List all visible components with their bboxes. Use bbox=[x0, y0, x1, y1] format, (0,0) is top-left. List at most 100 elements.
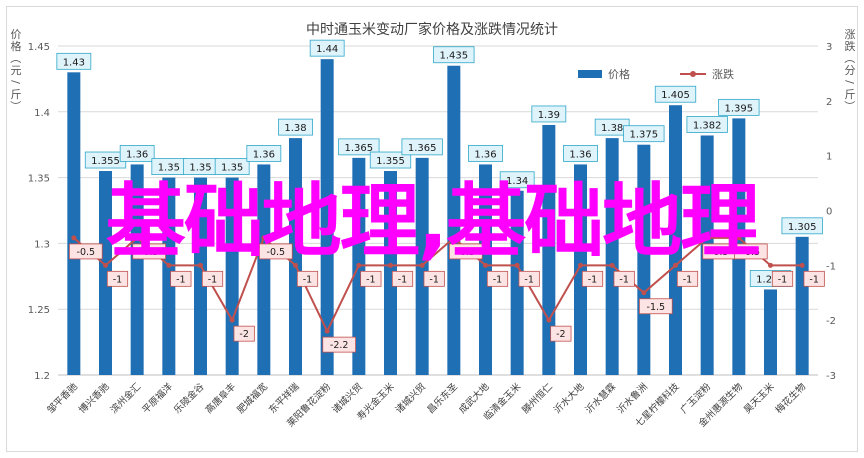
line-point bbox=[514, 262, 520, 268]
bar-data-label: 1.35 bbox=[158, 163, 180, 174]
bar-data-label-box bbox=[623, 125, 665, 143]
y-axis-title-right: 斤 bbox=[845, 88, 856, 101]
line-point bbox=[293, 262, 298, 268]
line-point bbox=[673, 262, 678, 268]
line-data-label: -2.2 bbox=[330, 340, 349, 351]
y-axis-title-left: 格 bbox=[11, 39, 22, 53]
line-data-label-box bbox=[170, 270, 192, 287]
x-tick-label: 平原福洋 bbox=[140, 380, 176, 416]
line-point bbox=[229, 317, 235, 323]
x-tick-label: 高唐阜丰 bbox=[203, 381, 238, 416]
bar-data-label-box bbox=[499, 171, 535, 189]
bar bbox=[289, 138, 302, 375]
bar-data-label-box bbox=[338, 138, 380, 156]
y-tick-right: 0 bbox=[826, 207, 832, 218]
line-data-label: -0.5 bbox=[710, 247, 729, 258]
line-data-label-box bbox=[296, 270, 319, 287]
y-tick-left: 1.2 bbox=[34, 371, 50, 382]
x-tick-label: 邹平香驰 bbox=[45, 380, 81, 416]
line-data-label-box bbox=[676, 270, 699, 287]
line-point bbox=[641, 290, 647, 296]
line-data-label: -1 bbox=[809, 274, 818, 285]
bar bbox=[795, 236, 809, 375]
bar-data-label-box bbox=[119, 145, 155, 162]
bar-data-label-box bbox=[718, 98, 760, 116]
line-data-label-box bbox=[550, 325, 572, 342]
bar-data-label: 1.435 bbox=[440, 51, 469, 62]
line-point bbox=[419, 262, 425, 268]
bar bbox=[574, 164, 587, 375]
legend-swatch-bar bbox=[578, 70, 602, 78]
bar-data-label: 1.395 bbox=[725, 103, 754, 114]
line-data-label: -0.5 bbox=[140, 247, 159, 258]
line-point bbox=[166, 262, 172, 268]
bar-data-label: 1.355 bbox=[91, 156, 120, 167]
bar-data-label: 1.382 bbox=[693, 120, 722, 131]
line-point bbox=[768, 262, 773, 268]
y-tick-right: 3 bbox=[826, 42, 832, 53]
line-point bbox=[356, 262, 362, 268]
bar-data-label: 1.36 bbox=[474, 149, 496, 160]
y-axis-title-left: 价 bbox=[11, 28, 22, 41]
line-point bbox=[103, 262, 108, 268]
line-data-label-box bbox=[803, 270, 825, 287]
bar-data-label-box bbox=[686, 116, 728, 133]
line-data-label: -1 bbox=[493, 274, 502, 285]
x-tick-label: 滨州金汇 bbox=[108, 380, 144, 416]
line-data-label: -1 bbox=[366, 274, 375, 285]
x-tick-label: 沂水大地 bbox=[551, 380, 587, 416]
x-tick-label: 诸城兴贸 bbox=[393, 381, 428, 416]
line-data-label-box bbox=[734, 243, 768, 260]
bar-data-label-box bbox=[468, 145, 503, 162]
bar bbox=[225, 177, 239, 375]
bar-data-label: 1.36 bbox=[253, 149, 275, 160]
bar bbox=[130, 164, 144, 375]
bar bbox=[764, 289, 777, 375]
bar bbox=[162, 177, 176, 375]
line-data-label: -0.5 bbox=[267, 247, 286, 258]
bar bbox=[99, 171, 112, 375]
bar bbox=[320, 59, 334, 375]
line-point bbox=[324, 328, 330, 334]
line-data-label: -1 bbox=[303, 274, 312, 285]
bar-data-label: 1.265 bbox=[756, 274, 785, 285]
bar bbox=[257, 164, 271, 375]
y-tick-left: 1.25 bbox=[28, 305, 50, 316]
line-data-label: -1 bbox=[176, 274, 185, 285]
line-data-label-box bbox=[518, 270, 540, 287]
y-axis-title-right: 分 bbox=[845, 64, 856, 77]
bar-data-label: 1.365 bbox=[345, 143, 374, 154]
bar-data-label: 1.38 bbox=[601, 123, 623, 134]
bar-data-label-box bbox=[654, 85, 697, 103]
bar-data-label-box bbox=[246, 145, 282, 162]
legend-swatch-marker bbox=[690, 71, 696, 77]
line-point bbox=[451, 235, 457, 241]
line-point bbox=[71, 235, 77, 241]
line-point bbox=[388, 262, 393, 268]
bar-data-label: 1.38 bbox=[284, 123, 306, 134]
y-tick-left: 1.4 bbox=[34, 108, 50, 119]
bar bbox=[669, 105, 682, 375]
line-data-label: -1 bbox=[524, 274, 533, 285]
bar-data-label: 1.43 bbox=[63, 57, 85, 68]
line-data-label: -1 bbox=[113, 274, 122, 285]
line-data-label: -0.5 bbox=[457, 247, 476, 258]
bar bbox=[194, 177, 207, 375]
line-data-label-box bbox=[613, 270, 635, 287]
line-data-label: -1 bbox=[398, 274, 407, 285]
line-data-label-box bbox=[486, 270, 509, 287]
line-point bbox=[134, 235, 140, 241]
line-data-label-box bbox=[106, 270, 129, 287]
line-data-label-box bbox=[69, 243, 103, 260]
legend-label: 价格 bbox=[608, 67, 630, 81]
legend-label: 涨跌 bbox=[712, 67, 734, 81]
x-tick-label: 沂水慧霖 bbox=[583, 380, 619, 416]
bar-data-label-box bbox=[278, 118, 313, 136]
line-point bbox=[546, 317, 552, 323]
y-tick-right: 1 bbox=[826, 152, 832, 163]
x-tick-label: 肥城福宽 bbox=[235, 380, 271, 416]
line-series bbox=[73, 236, 803, 334]
y-tick-left: 1.35 bbox=[28, 174, 50, 185]
x-tick-label: 博兴香驰 bbox=[76, 380, 112, 416]
